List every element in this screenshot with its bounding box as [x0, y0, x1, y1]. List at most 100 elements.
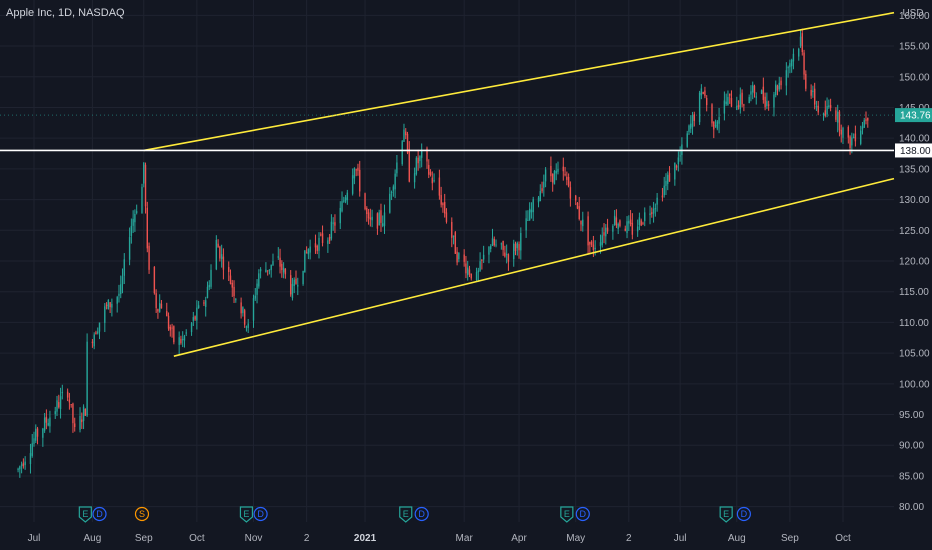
candle-up [277, 256, 279, 258]
time-axis[interactable]: Jul Aug Sep Oct Nov 2 2021 Mar Apr May 2 Jul Aug Sep O… [28, 533, 851, 544]
x-tick-label: Aug [84, 533, 102, 544]
candle-down [481, 259, 483, 261]
candle-down [364, 193, 366, 210]
y-tick-label: 140.00 [899, 134, 930, 145]
candle-up [49, 417, 51, 427]
candle-down [567, 176, 570, 187]
candle-up [773, 94, 775, 108]
candle-up [532, 199, 534, 213]
candle-up [420, 149, 423, 158]
candle-down [576, 203, 579, 209]
candle-down [171, 327, 173, 329]
candle-up [98, 322, 101, 332]
candle-down [702, 92, 704, 94]
trend-line-lower[interactable] [173, 177, 895, 357]
candle-up [297, 285, 299, 287]
candle-up [183, 336, 186, 341]
horizontal-line-price-tag[interactable] [895, 143, 932, 158]
price-axis[interactable]: 80.00 85.00 90.00 95.00 100.00 105.00 110.00 11… [895, 11, 932, 513]
candle-up [59, 396, 62, 410]
candle-up [505, 253, 508, 255]
candle-up [120, 284, 122, 295]
candle-up [182, 338, 184, 341]
dividend-badge-icon[interactable] [575, 506, 590, 522]
candle-down [91, 341, 94, 344]
candle-up [29, 453, 32, 465]
candle-up [760, 90, 763, 94]
candle-up [491, 238, 494, 246]
split-badge-icon[interactable] [134, 506, 150, 522]
candle-down [574, 195, 577, 201]
earnings-badge-icon[interactable] [560, 506, 574, 523]
candle-up [327, 240, 329, 244]
candle-up [723, 100, 726, 114]
candle-down [465, 263, 467, 274]
candle-up [135, 211, 138, 213]
y-tick-label: 110.00 [899, 318, 929, 329]
candle-up [178, 337, 180, 345]
candle-up [252, 298, 255, 321]
candle-down [456, 251, 458, 263]
candle-down [504, 252, 506, 257]
chart-title: Apple Inc, 1D, NASDAQ [6, 7, 125, 19]
drawings[interactable] [0, 11, 895, 357]
candle-down [36, 428, 39, 437]
candle-up [341, 201, 343, 212]
x-tick-label: Nov [245, 533, 263, 544]
candle-down [854, 133, 857, 142]
earnings-badge-icon[interactable] [719, 506, 733, 523]
y-tick-label: 160.00 [899, 11, 930, 22]
candle-down [231, 282, 233, 288]
candle-up [736, 105, 738, 111]
dividend-badge-icon[interactable] [414, 506, 429, 522]
candle-up [555, 170, 557, 174]
candle-up [270, 264, 272, 270]
candle-down [74, 423, 76, 428]
candle-down [813, 88, 816, 105]
candle-up [353, 168, 356, 179]
dividend-badge-icon[interactable] [92, 506, 107, 522]
candle-down [109, 302, 111, 308]
candle-up [553, 170, 556, 185]
earnings-badge-icon[interactable] [239, 506, 254, 523]
candle-down [334, 222, 336, 226]
candle-up [371, 216, 373, 221]
candle-down [229, 275, 232, 284]
candle-up [242, 307, 244, 314]
candle-up [654, 208, 657, 210]
earnings-badge-icon[interactable] [399, 506, 413, 523]
candle-up [495, 244, 497, 246]
candle-up [752, 85, 754, 93]
candle-down [566, 176, 568, 180]
x-tick-label: Mar [456, 533, 474, 544]
candle-down [289, 275, 292, 295]
last-price-tag[interactable] [895, 108, 932, 123]
candle-up [488, 246, 490, 255]
x-tick-label: May [566, 533, 585, 544]
currency-label[interactable]: USD [902, 8, 923, 19]
earnings-badge-icon[interactable] [78, 506, 92, 523]
candle-up [544, 169, 547, 182]
candle-up [190, 323, 193, 333]
event-badge-letter: E [403, 509, 409, 519]
dividend-badge-icon[interactable] [253, 506, 268, 522]
candle-down [493, 238, 495, 246]
x-tick-label: Sep [135, 533, 153, 544]
candle-up [714, 125, 717, 127]
candle-up [613, 215, 616, 226]
dividend-badge-icon[interactable] [736, 506, 751, 522]
candle-up [215, 240, 218, 270]
candle-down [518, 244, 520, 251]
candle-up [775, 84, 777, 96]
candle-down [592, 244, 595, 250]
candle-up [691, 114, 694, 128]
trend-line-upper[interactable] [143, 11, 895, 152]
candle-up [392, 186, 395, 191]
candle-up [383, 212, 386, 227]
x-tick-label: 2021 [354, 533, 377, 544]
candle-up [718, 117, 720, 124]
candle-up [612, 225, 614, 232]
